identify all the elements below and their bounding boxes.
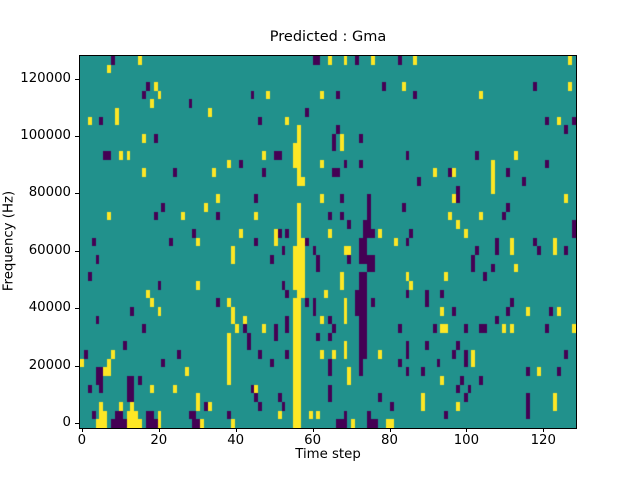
x-axis-label: Time step [295,447,361,462]
y-axis-tick [75,193,79,195]
x-axis-tick [312,428,314,432]
x-axis-tick-label: 60 [304,433,322,448]
chart-title: Predicted : Gma [269,29,387,45]
x-axis-tick [466,428,468,432]
x-axis-tick-label: 80 [381,433,398,448]
x-axis-tick [81,428,83,432]
y-axis-tick [75,250,79,252]
y-axis-label: Frequency (Hz) [1,190,17,292]
y-axis-tick-label: 80000 [28,185,71,201]
x-axis-tick-label: 100 [453,433,480,448]
y-axis-tick-label: 60000 [28,242,71,258]
x-axis-tick-label: 0 [77,433,87,448]
y-axis-tick [75,308,79,310]
x-axis-tick [158,428,160,432]
y-axis-tick-label: 100000 [20,128,71,143]
y-axis-tick [75,365,79,367]
x-axis-tick-label: 120 [530,433,556,448]
x-axis-tick-label: 20 [150,433,168,448]
x-axis-tick [543,428,545,432]
x-axis-tick-label: 40 [227,433,245,448]
y-axis-tick-label: 120000 [20,70,71,86]
y-axis-tick-label: 40000 [28,300,71,316]
y-axis-tick-label: 0 [62,415,71,430]
y-axis-tick [75,136,79,137]
heatmap-image [80,56,576,428]
x-axis-tick [235,428,237,432]
y-axis-tick [75,78,79,80]
plot-axes-frame [79,55,577,429]
y-axis-tick [75,423,79,424]
y-axis-tick-label: 20000 [28,357,71,373]
x-axis-tick [389,428,391,432]
